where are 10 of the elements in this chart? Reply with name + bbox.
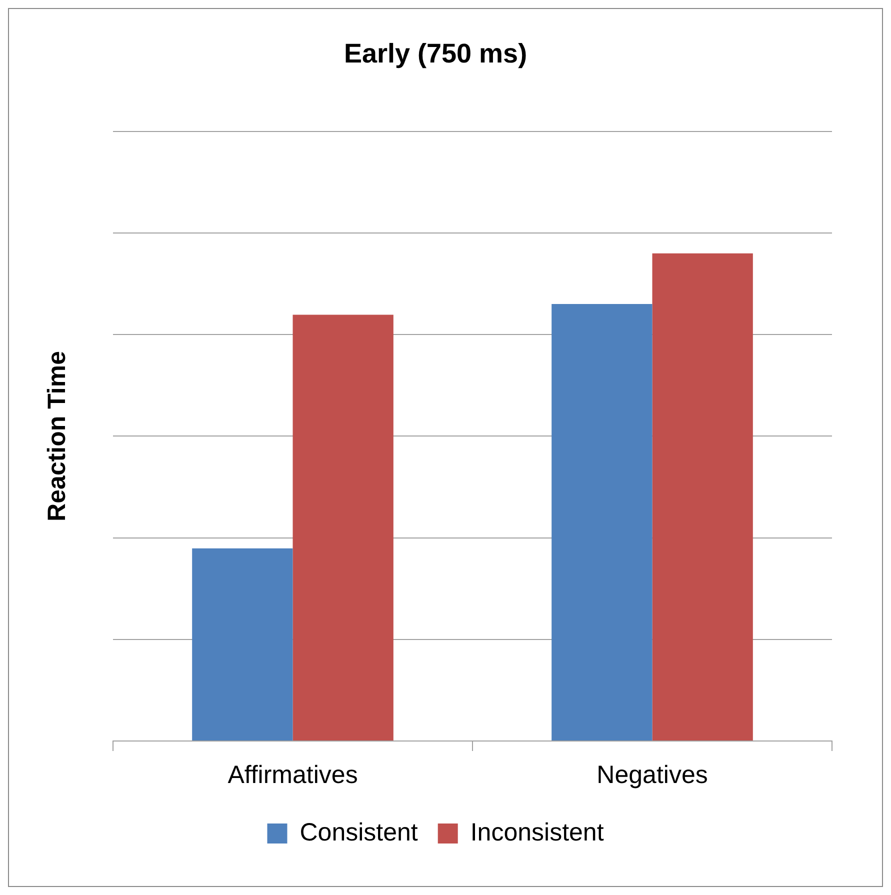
bar [192,548,293,740]
legend-label: Consistent [300,818,418,846]
x-tick-label: Affirmatives [228,760,358,789]
x-tick-label: Negatives [596,760,708,789]
legend-label: Inconsistent [470,818,604,846]
bar [652,253,753,740]
y-axis-title: Reaction Time [42,350,71,522]
bar [292,314,394,740]
chart-title: Early (750 ms) [344,38,528,69]
bar [552,304,652,740]
